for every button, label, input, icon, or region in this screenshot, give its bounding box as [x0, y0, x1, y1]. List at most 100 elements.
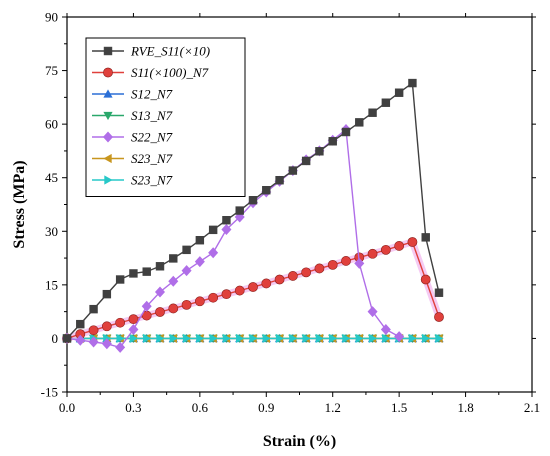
legend-label: RVE_S11(×10)	[130, 44, 210, 59]
data-point	[101, 321, 112, 332]
data-point	[142, 267, 151, 276]
data-point	[235, 206, 244, 215]
data-point	[208, 247, 219, 259]
data-point	[327, 259, 338, 270]
data-point	[329, 333, 338, 344]
x-tick-label: 0.9	[258, 400, 274, 415]
y-axis-title: Stress (MPa)	[11, 160, 28, 248]
data-point	[420, 274, 431, 285]
data-point	[222, 216, 231, 225]
data-point	[354, 257, 365, 269]
data-point	[116, 333, 125, 344]
data-point	[367, 306, 378, 318]
data-point	[154, 286, 166, 298]
data-point	[182, 245, 191, 255]
data-point	[301, 267, 312, 278]
data-point	[168, 275, 179, 287]
data-point	[221, 223, 232, 236]
y-tick-label: 90	[45, 10, 58, 25]
data-point	[394, 241, 405, 251]
data-point	[181, 265, 192, 277]
data-point	[355, 333, 364, 344]
series-2	[62, 237, 444, 344]
data-point	[89, 304, 98, 314]
data-point	[101, 338, 112, 350]
data-point	[408, 333, 418, 344]
legend-swatch-marker	[103, 153, 112, 164]
data-point	[248, 196, 258, 205]
data-point	[274, 274, 285, 285]
legend-swatch-marker	[103, 111, 113, 121]
data-point	[196, 333, 205, 344]
series-7	[63, 333, 444, 344]
data-point	[301, 156, 311, 166]
data-point	[208, 292, 219, 303]
data-point	[315, 147, 324, 156]
data-point	[182, 333, 192, 344]
legend-swatch-marker	[104, 175, 113, 185]
y-tick-label: 15	[45, 277, 58, 292]
data-point	[380, 244, 391, 255]
data-point	[314, 263, 325, 274]
data-point	[355, 118, 364, 127]
data-point	[209, 333, 218, 344]
data-point	[169, 254, 178, 263]
data-point	[128, 314, 139, 325]
x-tick-label: 1.5	[391, 400, 407, 415]
legend-swatch-marker	[103, 67, 113, 78]
data-point	[181, 299, 192, 310]
legend-box	[85, 37, 246, 197]
data-point	[129, 269, 138, 278]
x-axis-title: Strain (%)	[263, 433, 336, 450]
data-point	[261, 278, 272, 289]
data-point	[381, 98, 391, 107]
data-point	[141, 300, 152, 312]
data-point	[208, 225, 218, 235]
data-point	[407, 237, 418, 247]
x-tick-label: 0.0	[59, 400, 75, 415]
data-point	[88, 325, 99, 336]
x-tick-label: 0.6	[192, 400, 209, 415]
data-point	[275, 333, 285, 344]
axis-ticks: 0.0 0.3 0.6 0.9 1.2 1.5 1.8 2.1 -15 0 15 30 45 60 75 90	[41, 10, 540, 416]
data-point	[168, 303, 179, 314]
data-point	[394, 331, 405, 343]
legend-label: S11(×100)_N7	[131, 65, 209, 80]
series-1	[62, 78, 444, 343]
y-tick-label: 0	[52, 331, 59, 346]
legend-label: S12_N7	[131, 87, 173, 102]
data-point	[368, 108, 377, 117]
data-point	[287, 271, 298, 281]
x-tick-label: 1.2	[325, 400, 341, 415]
data-point	[194, 296, 205, 307]
y-tick-label: 60	[45, 117, 58, 132]
data-point	[62, 334, 72, 343]
legend: RVE_S11(×10) S11(×100)_N7 S12_N7 S13_N7 S22_…	[85, 37, 246, 197]
data-point	[368, 333, 378, 344]
data-point	[288, 166, 298, 175]
data-point	[422, 333, 431, 344]
data-point	[129, 333, 139, 344]
data-point	[367, 248, 378, 259]
data-point	[128, 323, 139, 336]
data-point	[262, 333, 271, 344]
legend-swatch-marker	[102, 131, 114, 143]
series-group	[61, 78, 444, 353]
data-point	[155, 307, 165, 317]
data-point	[275, 176, 284, 185]
data-point	[115, 317, 126, 328]
data-point	[115, 341, 126, 353]
data-point	[195, 236, 205, 245]
data-point	[394, 88, 404, 97]
legend-label: S13_N7	[131, 108, 173, 123]
data-point	[382, 333, 391, 344]
data-point	[342, 333, 351, 344]
legend-swatch-marker	[103, 89, 113, 98]
data-point	[315, 333, 325, 344]
data-point	[328, 137, 337, 146]
data-point	[380, 323, 391, 336]
data-point	[76, 319, 85, 329]
data-point	[236, 333, 245, 344]
data-point	[302, 333, 311, 344]
